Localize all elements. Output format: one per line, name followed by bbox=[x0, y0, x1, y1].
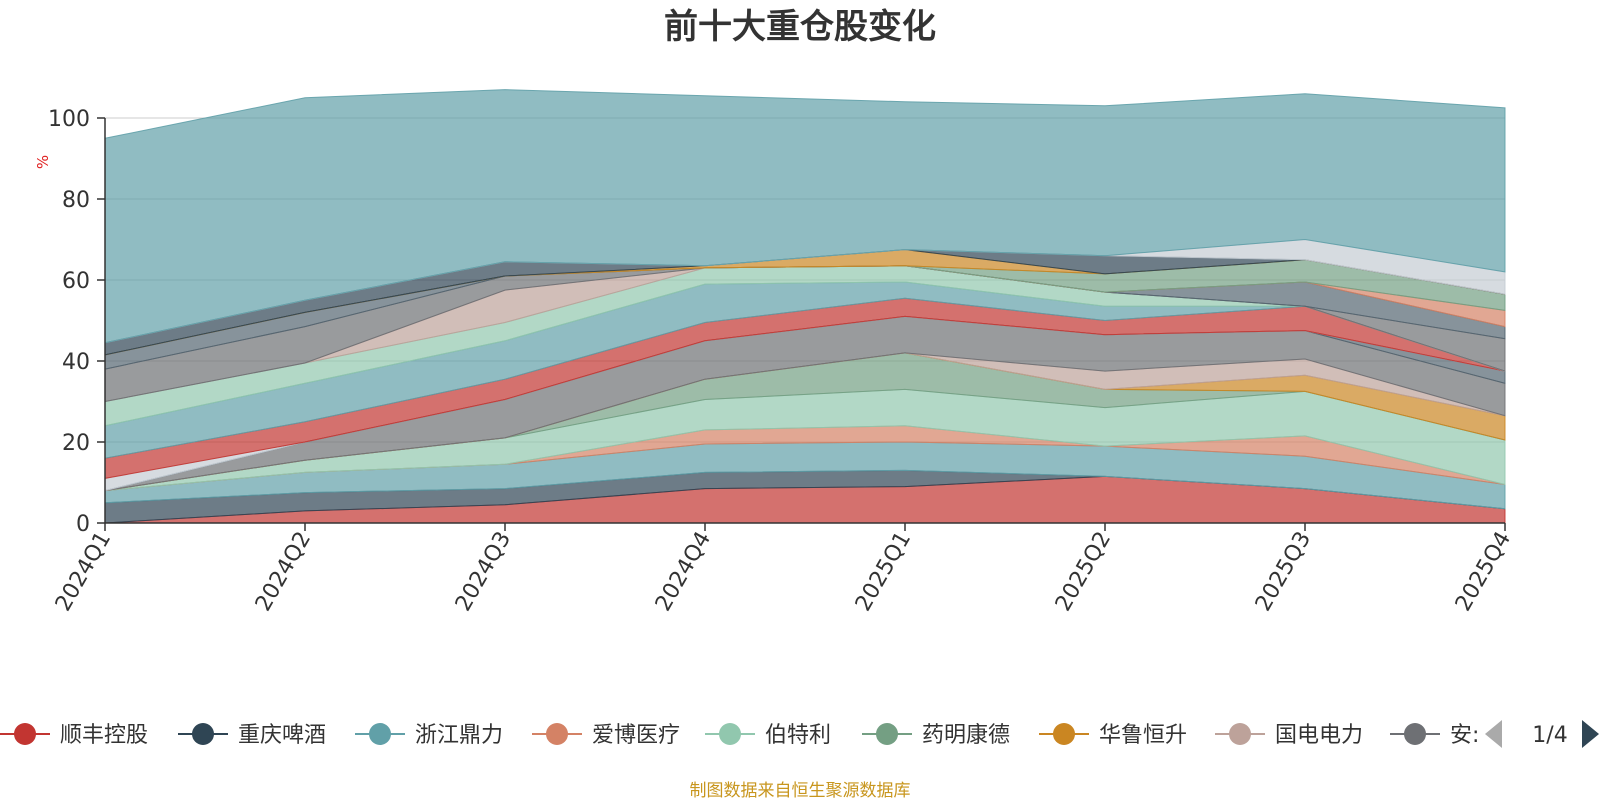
x-tick-label: 2024Q4 bbox=[651, 528, 716, 616]
legend-label: 华鲁恒升 bbox=[1099, 723, 1187, 748]
legend-marker-icon bbox=[1053, 723, 1075, 745]
x-tick-label: 2024Q3 bbox=[451, 528, 516, 616]
x-tick-label: 2025Q4 bbox=[1451, 528, 1516, 616]
legend-marker-icon bbox=[719, 723, 741, 745]
legend-item[interactable]: 浙江鼎力 bbox=[355, 723, 503, 748]
legend-item[interactable]: 伯特利 bbox=[705, 723, 831, 748]
y-tick-label: 100 bbox=[48, 107, 90, 132]
legend-label: 安: bbox=[1450, 723, 1479, 748]
legend-item[interactable]: 国电电力 bbox=[1215, 723, 1363, 748]
y-axis-unit: % bbox=[34, 155, 52, 169]
area-series-23 bbox=[104, 89, 1506, 344]
x-tick-label: 2024Q1 bbox=[51, 528, 116, 616]
chart-title: 前十大重仓股变化 bbox=[664, 7, 936, 47]
x-tick-label: 2025Q3 bbox=[1251, 528, 1316, 616]
legend-marker-icon bbox=[546, 723, 568, 745]
legend-item[interactable]: 药明康德 bbox=[862, 723, 1010, 748]
y-tick-label: 60 bbox=[62, 269, 90, 294]
legend-label: 浙江鼎力 bbox=[415, 723, 503, 748]
legend-label: 国电电力 bbox=[1275, 723, 1363, 748]
x-tick-label: 2025Q1 bbox=[851, 528, 916, 616]
legend-marker-icon bbox=[192, 723, 214, 745]
legend-marker-icon bbox=[876, 723, 898, 745]
x-tick-label: 2025Q2 bbox=[1051, 528, 1116, 616]
area-series-group bbox=[104, 89, 1506, 524]
legend-item[interactable]: 安: bbox=[1390, 723, 1479, 748]
legend-label: 伯特利 bbox=[765, 723, 831, 748]
legend-item[interactable]: 重庆啤酒 bbox=[178, 723, 326, 748]
legend-label: 爱博医疗 bbox=[592, 723, 680, 748]
legend-item[interactable]: 顺丰控股 bbox=[0, 723, 148, 748]
legend-marker-icon bbox=[1404, 723, 1426, 745]
legend-item[interactable]: 华鲁恒升 bbox=[1039, 723, 1187, 748]
y-tick-label: 0 bbox=[76, 512, 90, 537]
legend-marker-icon bbox=[14, 723, 36, 745]
y-tick-label: 40 bbox=[62, 350, 90, 375]
y-tick-label: 20 bbox=[62, 431, 90, 456]
legend-item[interactable]: 爱博医疗 bbox=[532, 723, 680, 748]
legend-marker-icon bbox=[1229, 723, 1251, 745]
legend: 顺丰控股 重庆啤酒 浙江鼎力 爱博医疗 伯特利 药明康德 华鲁恒升 国电电力 安: 1/4 bbox=[0, 720, 1599, 748]
legend-items: 顺丰控股 重庆啤酒 浙江鼎力 爱博医疗 伯特利 药明康德 华鲁恒升 国电电力 安: bbox=[0, 723, 1479, 748]
legend-label: 药明康德 bbox=[922, 723, 1010, 748]
legend-marker-icon bbox=[369, 723, 391, 745]
x-tick-label: 2024Q2 bbox=[251, 528, 316, 616]
next-triangle-icon[interactable] bbox=[1582, 720, 1599, 748]
prev-triangle-icon[interactable] bbox=[1485, 720, 1502, 748]
legend-label: 重庆啤酒 bbox=[238, 723, 326, 748]
legend-label: 顺丰控股 bbox=[60, 723, 148, 748]
y-tick-label: 80 bbox=[62, 188, 90, 213]
source-note: 制图数据来自恒生聚源数据库 bbox=[690, 781, 911, 800]
legend-page-indicator: 1/4 bbox=[1532, 723, 1567, 748]
